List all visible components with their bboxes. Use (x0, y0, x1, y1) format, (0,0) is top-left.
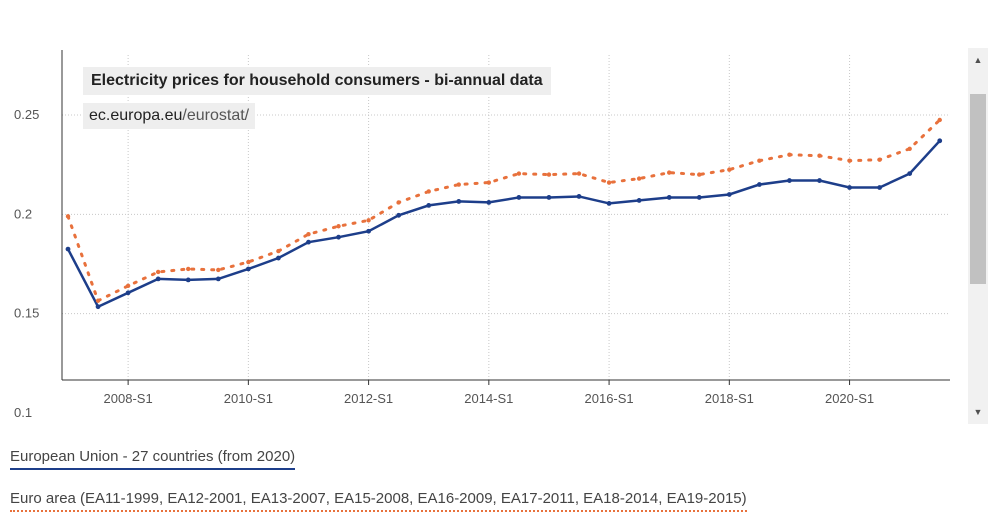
axis-ticks: 0.1 0.15 0.2 0.25 2008-S1 2010-S1 2012-S1 2014-… (14, 107, 874, 420)
data-point-eu[interactable] (756, 182, 762, 187)
data-point-eu[interactable] (666, 195, 672, 200)
data-point-euro-area[interactable] (456, 182, 461, 187)
data-point-eu[interactable] (606, 201, 612, 206)
x-tick-label: 2012-S1 (344, 391, 393, 406)
data-point-euro-area[interactable] (697, 172, 702, 177)
data-point-eu[interactable] (336, 234, 341, 240)
data-point-eu[interactable] (787, 178, 792, 183)
data-point-euro-area[interactable] (125, 283, 131, 289)
data-point-euro-area[interactable] (306, 232, 311, 237)
data-point-eu[interactable] (696, 195, 702, 200)
data-point-eu[interactable] (937, 138, 943, 144)
data-point-eu[interactable] (155, 276, 161, 282)
chart-title: Electricity prices for household consume… (83, 67, 551, 95)
data-point-eu[interactable] (245, 266, 251, 272)
data-point-euro-area[interactable] (907, 146, 912, 151)
data-point-euro-area[interactable] (396, 200, 401, 205)
scroll-up-icon[interactable]: ▲ (973, 55, 983, 65)
data-point-euro-area[interactable] (576, 171, 582, 176)
data-point-eu[interactable] (215, 276, 221, 282)
data-point-eu[interactable] (65, 246, 71, 252)
data-point-euro-area[interactable] (95, 298, 101, 303)
data-point-euro-area[interactable] (757, 158, 762, 163)
data-point-euro-area[interactable] (787, 152, 792, 157)
data-point-euro-area[interactable] (216, 267, 221, 273)
source-domain[interactable]: ec.europa.eu (89, 107, 183, 124)
data-point-eu[interactable] (907, 171, 913, 177)
x-tick-label: 2016-S1 (585, 391, 634, 406)
series-line-euro-area[interactable] (66, 118, 942, 303)
data-point-eu[interactable] (877, 185, 883, 190)
legend-item-eu[interactable]: European Union - 27 countries (from 2020… (10, 448, 296, 470)
data-point-euro-area[interactable] (546, 172, 552, 177)
data-point-euro-area[interactable] (276, 248, 281, 254)
x-tick-label: 2014-S1 (464, 391, 513, 406)
scroll-thumb[interactable] (970, 94, 986, 284)
data-point-eu[interactable] (636, 198, 642, 203)
data-point-euro-area[interactable] (336, 224, 341, 229)
x-tick-label: 2008-S1 (104, 391, 153, 406)
source-path[interactable]: /eurostat/ (182, 107, 250, 124)
data-point-euro-area[interactable] (486, 180, 492, 185)
y-tick-label: 0.2 (14, 206, 32, 221)
data-point-euro-area[interactable] (426, 189, 431, 194)
data-point-euro-area[interactable] (937, 117, 942, 123)
y-tick-label: 0.25 (14, 107, 39, 122)
data-point-euro-area[interactable] (877, 157, 882, 162)
source-link[interactable]: ec.europa.eu/eurostat/ (83, 103, 256, 129)
x-tick-label: 2010-S1 (224, 391, 273, 406)
data-point-eu[interactable] (516, 195, 522, 200)
data-point-eu[interactable] (185, 277, 191, 283)
y-tick-label: 0.1 (14, 405, 32, 420)
data-point-euro-area[interactable] (817, 153, 822, 158)
data-point-eu[interactable] (456, 199, 462, 204)
data-point-eu[interactable] (306, 239, 311, 245)
y-tick-label: 0.15 (14, 306, 39, 321)
data-point-euro-area[interactable] (606, 180, 612, 185)
chart-scrollbar[interactable]: ▲ ▼ (968, 48, 988, 424)
x-tick-label: 2020-S1 (825, 391, 874, 406)
data-point-eu[interactable] (546, 195, 552, 200)
data-point-euro-area[interactable] (636, 176, 642, 181)
data-point-eu[interactable] (276, 255, 281, 261)
series-line-eu[interactable] (66, 139, 941, 309)
data-point-eu[interactable] (426, 202, 432, 208)
data-point-eu[interactable] (576, 194, 582, 199)
x-tick-label: 2018-S1 (705, 391, 754, 406)
data-point-eu[interactable] (396, 212, 402, 218)
data-point-euro-area[interactable] (366, 218, 371, 223)
data-point-eu[interactable] (366, 228, 371, 234)
data-point-eu[interactable] (847, 185, 852, 190)
data-point-eu[interactable] (817, 178, 822, 183)
data-point-euro-area[interactable] (727, 167, 732, 172)
data-point-euro-area[interactable] (847, 158, 852, 163)
data-point-eu[interactable] (726, 192, 732, 197)
legend-item-euro-area[interactable]: Euro area (EA11-1999, EA12-2001, EA13-20… (10, 490, 747, 512)
data-point-euro-area[interactable] (516, 171, 522, 176)
data-point-euro-area[interactable] (246, 259, 251, 265)
data-point-eu[interactable] (125, 290, 131, 296)
data-point-euro-area[interactable] (155, 269, 161, 275)
data-point-euro-area[interactable] (667, 170, 672, 175)
data-point-euro-area[interactable] (65, 214, 71, 219)
data-point-eu[interactable] (486, 200, 492, 205)
data-point-euro-area[interactable] (186, 266, 191, 272)
scroll-down-icon[interactable]: ▼ (973, 407, 983, 417)
series-lines (65, 117, 943, 310)
data-point-eu[interactable] (95, 304, 101, 310)
